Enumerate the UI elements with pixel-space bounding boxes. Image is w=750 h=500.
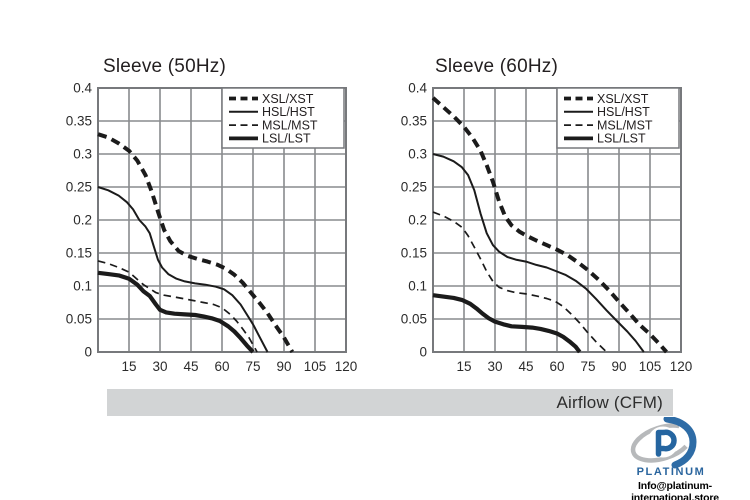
airflow-axis-label: Airflow (CFM) — [556, 393, 663, 412]
svg-text:120: 120 — [335, 359, 358, 374]
svg-text:60: 60 — [549, 359, 564, 374]
svg-text:45: 45 — [518, 359, 533, 374]
chart-sleeve-50hz: Sleeve (50Hz) XSL/XST HSL/HST MSL/MST LSL/L… — [58, 53, 368, 383]
svg-text:LSL/LST: LSL/LST — [597, 132, 646, 146]
svg-text:0.05: 0.05 — [401, 312, 427, 327]
svg-text:75: 75 — [245, 359, 260, 374]
svg-text:LSL/LST: LSL/LST — [262, 132, 311, 146]
svg-text:0.1: 0.1 — [73, 279, 92, 294]
svg-text:0.2: 0.2 — [73, 213, 92, 228]
svg-text:0.35: 0.35 — [401, 114, 427, 129]
chart-title-60hz: Sleeve (60Hz) — [435, 56, 558, 77]
svg-text:0.4: 0.4 — [73, 81, 92, 96]
svg-text:0.3: 0.3 — [408, 147, 427, 162]
chart-sleeve-60hz: Sleeve (60Hz) XSL/XST HSL/HST MSL/MST LSL/L… — [393, 53, 703, 383]
svg-text:0.2: 0.2 — [408, 213, 427, 228]
svg-text:0.3: 0.3 — [73, 147, 92, 162]
svg-text:30: 30 — [487, 359, 502, 374]
svg-text:0.35: 0.35 — [66, 114, 92, 129]
chart-title-50hz: Sleeve (50Hz) — [103, 56, 226, 77]
svg-text:0: 0 — [419, 345, 427, 360]
svg-text:0: 0 — [84, 345, 92, 360]
svg-text:90: 90 — [611, 359, 626, 374]
svg-text:90: 90 — [276, 359, 291, 374]
svg-text:30: 30 — [152, 359, 167, 374]
svg-text:75: 75 — [580, 359, 595, 374]
svg-text:HSL/HST: HSL/HST — [597, 105, 650, 119]
svg-text:15: 15 — [456, 359, 471, 374]
svg-text:0.15: 0.15 — [401, 246, 427, 261]
svg-text:XSL/XST: XSL/XST — [597, 92, 649, 106]
svg-text:105: 105 — [304, 359, 327, 374]
svg-text:15: 15 — [121, 359, 136, 374]
svg-text:MSL/MST: MSL/MST — [262, 118, 318, 132]
svg-text:105: 105 — [639, 359, 662, 374]
airflow-axis-bar: Airflow (CFM) — [107, 389, 673, 416]
svg-text:0.4: 0.4 — [408, 81, 427, 96]
svg-text:HSL/HST: HSL/HST — [262, 105, 315, 119]
svg-text:0.15: 0.15 — [66, 246, 92, 261]
svg-text:45: 45 — [183, 359, 198, 374]
platinum-p-icon — [630, 417, 697, 469]
svg-text:0.25: 0.25 — [66, 180, 92, 195]
svg-text:MSL/MST: MSL/MST — [597, 118, 653, 132]
svg-text:0.1: 0.1 — [408, 279, 427, 294]
contact-email: Info@platinum-international.store — [631, 480, 719, 500]
svg-text:0.25: 0.25 — [401, 180, 427, 195]
platinum-brand-text: PLATINUM — [636, 466, 706, 478]
platinum-logo: PLATINUM Info@platinum-international.sto… — [597, 417, 750, 500]
svg-text:120: 120 — [670, 359, 693, 374]
svg-text:60: 60 — [214, 359, 229, 374]
svg-text:0.05: 0.05 — [66, 312, 92, 327]
svg-text:XSL/XST: XSL/XST — [262, 92, 314, 106]
